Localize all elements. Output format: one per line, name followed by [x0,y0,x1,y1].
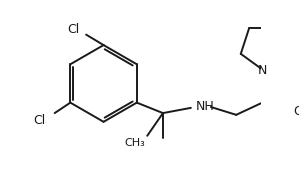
Text: CH₃: CH₃ [125,138,146,148]
Text: Cl: Cl [34,113,46,127]
Text: Cl: Cl [67,23,79,36]
Text: N: N [258,64,267,77]
Text: O: O [293,105,299,118]
Text: NH: NH [196,100,215,113]
